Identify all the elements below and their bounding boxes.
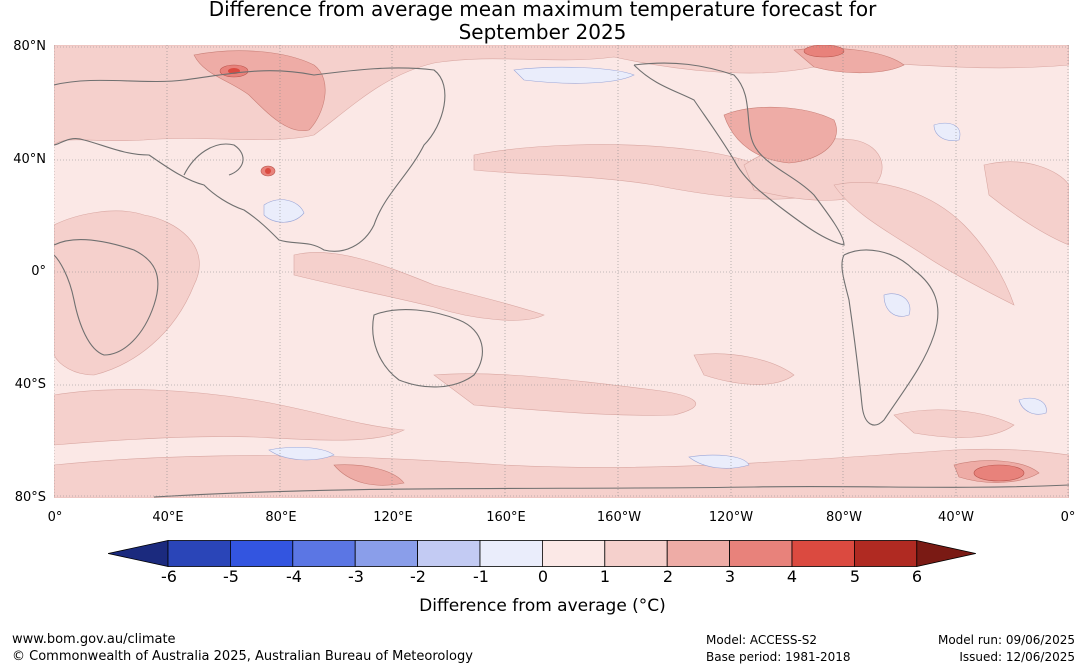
anomaly-neg-regions <box>263 66 1047 469</box>
colorbar-swatch <box>230 540 294 567</box>
title-line-1: Difference from average mean maximum tem… <box>208 0 877 21</box>
colorbar-tick: 3 <box>724 567 736 586</box>
colorbar-swatch <box>791 540 855 567</box>
colorbar-tick: -5 <box>223 567 239 586</box>
colorbar-tick: 6 <box>911 567 923 586</box>
map-title: Difference from average mean maximum tem… <box>0 0 1085 44</box>
colorbar-tick: -1 <box>473 567 489 586</box>
colorbar-tick: 2 <box>662 567 674 586</box>
colorbar-extend-low <box>107 540 169 567</box>
colorbar-swatch <box>854 540 918 567</box>
lon-label-0-right: 0° <box>1060 510 1076 525</box>
anomaly-4-5-regions <box>228 68 271 174</box>
lon-label-0: 0° <box>47 510 63 525</box>
graticule <box>54 45 1069 498</box>
colorbar-swatch <box>604 540 668 567</box>
colorbar-swatch <box>292 540 356 567</box>
model-run: Model run: 09/06/2025 <box>937 633 1075 647</box>
lon-label-80e: 80°E <box>265 510 297 525</box>
footer-left: www.bom.gov.au/climate © Commonwealth of… <box>12 631 473 665</box>
colorbar-tick: 5 <box>849 567 861 586</box>
anomaly-map <box>54 45 1069 498</box>
map-svg <box>54 45 1069 498</box>
colorbar-swatch <box>167 540 231 567</box>
lon-label-40e: 40°E <box>152 510 184 525</box>
lon-label-120e: 120°E <box>373 510 413 525</box>
lon-label-160w: 160°W <box>596 510 642 525</box>
lon-label-120w: 120°W <box>708 510 754 525</box>
model-name: Model: ACCESS-S2 <box>706 633 818 647</box>
colorbar-tick: 1 <box>599 567 611 586</box>
lat-label-80s: 80°S <box>14 490 46 505</box>
lat-label-0: 0° <box>31 264 46 279</box>
colorbar-swatch <box>354 540 418 567</box>
colorbar-extend-high <box>916 540 976 567</box>
lon-label-160e: 160°E <box>486 510 526 525</box>
colorbar-svg <box>107 540 976 567</box>
base-period: Base period: 1981-2018 <box>706 650 851 664</box>
colorbar-tick: 0 <box>537 567 549 586</box>
footer-model-info: Model: ACCESS-S2 Base period: 1981-2018 <box>706 632 851 666</box>
lat-label-40s: 40°S <box>14 377 46 392</box>
lon-label-80w: 80°W <box>826 510 862 525</box>
colorbar-tick: -3 <box>348 567 364 586</box>
copyright: © Commonwealth of Australia 2025, Austra… <box>12 649 473 664</box>
colorbar-tick: 4 <box>786 567 798 586</box>
colorbar-tick: -4 <box>286 567 302 586</box>
colorbar-swatch <box>729 540 793 567</box>
colorbar-swatch <box>479 540 543 567</box>
colorbar <box>107 540 978 572</box>
colorbar-swatch <box>666 540 731 567</box>
colorbar-label: Difference from average (°C) <box>419 596 666 616</box>
lat-label-80n: 80°N <box>13 39 46 54</box>
lon-label-40w: 40°W <box>938 510 974 525</box>
issued-date: Issued: 12/06/2025 <box>959 650 1075 664</box>
colorbar-tick: -6 <box>161 567 177 586</box>
title-line-2: September 2025 <box>458 20 627 44</box>
coastlines <box>54 62 1069 498</box>
footer-dates: Model run: 09/06/2025 Issued: 12/06/2025 <box>938 632 1075 666</box>
colorbar-swatch <box>541 540 606 567</box>
lat-label-40n: 40°N <box>13 152 46 167</box>
colorbar-tick: -2 <box>410 567 426 586</box>
website-link[interactable]: www.bom.gov.au/climate <box>12 632 176 647</box>
colorbar-swatch <box>417 540 481 567</box>
